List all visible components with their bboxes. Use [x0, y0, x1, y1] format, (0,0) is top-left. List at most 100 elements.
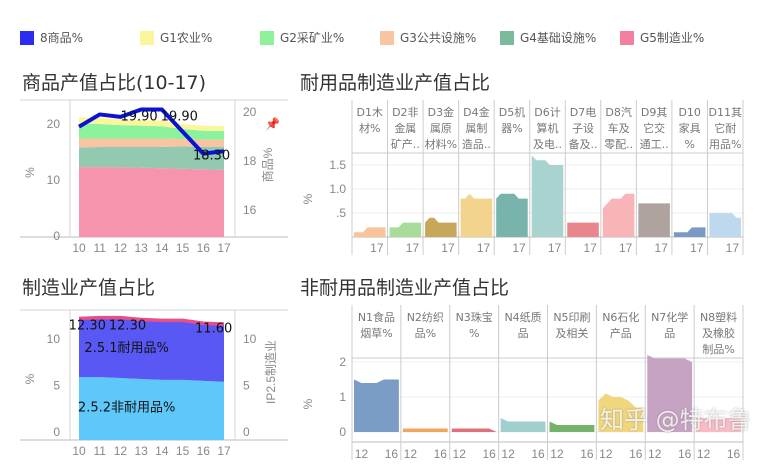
panel-header: % [469, 327, 479, 340]
panel-header: 烟草% [360, 326, 392, 340]
x-tick-label: 15 [176, 444, 190, 458]
panel-header: 属制 [465, 122, 487, 135]
panel-header: 品% [415, 327, 436, 340]
legend-item-commodities[interactable]: 8商品% [20, 29, 140, 46]
chart-title-durable-share: 耐用品制造业产值占比 [300, 72, 491, 94]
area-D1木 [354, 227, 386, 237]
panel-header: N4纸质 [504, 311, 541, 324]
legend-label: G4基础设施% [520, 31, 597, 45]
area-D6计 [531, 155, 564, 237]
area-N7化学 [647, 355, 693, 432]
x-tick-label: 14 [155, 241, 169, 255]
y-tick-label: 0 [53, 425, 60, 439]
y2-tick-label: 18 [243, 154, 257, 168]
area-G5制造业% [79, 167, 224, 237]
y-tick-label: 20 [47, 117, 61, 131]
y-tick-label: 10 [47, 173, 61, 187]
area-D2非 [389, 222, 422, 237]
x-tick-label: 12 [599, 447, 613, 461]
x-tick-label: 16 [531, 447, 545, 461]
legend-label: G5制造业% [640, 31, 705, 45]
panel-header: D10 [678, 106, 700, 119]
x-tick-label: 16 [482, 447, 496, 461]
data-label: 12.30 [69, 319, 106, 334]
data-label: 12.30 [109, 319, 146, 334]
legend-label: 8商品% [40, 31, 84, 45]
x-tick-label: 17 [217, 444, 231, 458]
panel-header: 制品% [702, 343, 734, 356]
y-axis-title: % [301, 193, 315, 204]
x-tick-label: 15 [176, 241, 190, 255]
legend-swatch [140, 30, 154, 45]
panel-header: 造品.. [462, 137, 491, 151]
x-tick-label: 17 [690, 241, 704, 255]
area-D9其 [638, 203, 670, 237]
y-tick-label: 1.0 [329, 182, 346, 196]
legend-item-mining[interactable]: G2采矿业% [260, 29, 380, 46]
data-label: 19.90 [161, 109, 198, 124]
area-G3公共设施% [79, 138, 224, 148]
area-2.5.1耐用品% [79, 317, 224, 382]
y-axis-title: % [301, 398, 315, 409]
panel-header: % [684, 138, 694, 151]
panel-header: D11其 [708, 106, 741, 119]
y2-tick-label: 5 [243, 379, 250, 393]
panel-header: 品 [518, 327, 529, 340]
data-label: 19.90 [120, 109, 157, 124]
area-N4纸质 [500, 418, 546, 432]
legend-item-agriculture[interactable]: G1农业% [140, 29, 260, 46]
y2-axis-title: IP2.5制造业 [264, 340, 278, 404]
area-D3金 [425, 217, 457, 237]
y2-tick-label: 16 [243, 203, 257, 217]
panel-header: 用品% [709, 138, 741, 151]
legend-swatch [500, 30, 514, 45]
x-tick-label: 12 [501, 447, 515, 461]
panel-header: 材% [359, 121, 380, 135]
panel-header: 算机 [537, 121, 559, 135]
area-label: 2.5.2非耐用品% [78, 401, 175, 416]
chart-title-commodity-share: 商品产值占比(10-17) [22, 72, 207, 94]
x-tick-label: 17 [370, 241, 384, 255]
x-tick-label: 17 [655, 241, 669, 255]
chart-title-manufacturing-share: 制造业产值占比 [22, 277, 156, 299]
panel-header: N5印刷 [553, 311, 590, 324]
panel-header: 家具 [679, 121, 701, 135]
color-legend: 8商品% G1农业% G2采矿业% G3公共设施% G4基础设施% G5制造业% [20, 29, 740, 46]
legend-swatch [260, 30, 274, 45]
x-tick-label: 16 [385, 447, 399, 461]
x-tick-label: 16 [434, 447, 448, 461]
legend-swatch [20, 30, 34, 45]
watermark: 知乎 @特布鲁 [600, 406, 752, 434]
x-tick-label: 12 [114, 444, 128, 458]
panel-header: 它交 [643, 121, 665, 135]
panel-header: D9其 [641, 106, 667, 119]
x-tick-label: 14 [155, 444, 169, 458]
y2-axis-title: 商品% [260, 147, 275, 182]
area-N5印刷 [549, 421, 595, 432]
x-tick-label: 16 [580, 447, 594, 461]
panel-header: D4金 [463, 105, 489, 119]
area-D8汽 [602, 193, 635, 237]
x-tick-label: 16 [197, 241, 211, 255]
y-tick-label: 0 [339, 425, 346, 439]
x-tick-label: 11 [93, 444, 106, 458]
y-tick-label: 1 [339, 390, 346, 404]
panel-header: 矿产.. [391, 137, 420, 151]
legend-item-manufacturing[interactable]: G5制造业% [620, 29, 740, 46]
area-D5机 [496, 193, 528, 237]
x-tick-label: 17 [619, 241, 633, 255]
pin-icon: 📌 [265, 116, 280, 131]
legend-item-utilities[interactable]: G3公共设施% [380, 29, 500, 46]
x-tick-label: 11 [93, 241, 106, 255]
x-tick-label: 12 [550, 447, 564, 461]
area-label: 2.5.1耐用品% [84, 341, 168, 356]
x-tick-label: 17 [217, 241, 231, 255]
legend-item-infrastructure[interactable]: G4基础设施% [500, 29, 620, 46]
